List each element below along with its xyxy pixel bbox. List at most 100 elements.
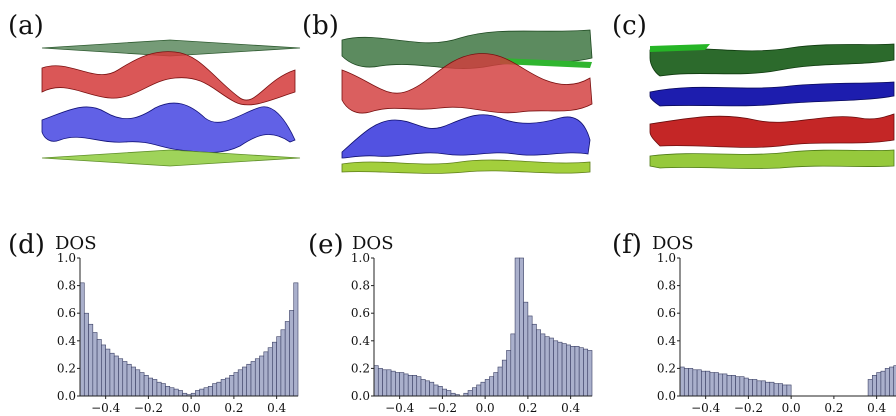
dos-bar [229, 374, 235, 397]
dos-bar [752, 379, 758, 397]
dos-bar [730, 374, 736, 397]
dos-bar [105, 348, 111, 397]
x-tick-label: 0.0 [476, 401, 495, 415]
dos-bar [527, 315, 533, 397]
y-tick-label: 0.8 [57, 279, 76, 293]
dos-bar [225, 377, 230, 397]
dos-bar [876, 372, 882, 397]
dos-bar [88, 323, 94, 397]
dos-bar [889, 366, 895, 397]
dos-bar [113, 355, 119, 397]
dos-bar [250, 361, 256, 397]
dos-bar [263, 351, 269, 397]
dos-bar [484, 379, 490, 397]
dos-bar [497, 366, 503, 397]
x-tick-label: −0.4 [385, 401, 415, 415]
dos-bar [722, 373, 728, 397]
panel-label-a: (a) [8, 11, 44, 41]
dos-bar [96, 339, 102, 397]
dos-bar [756, 380, 762, 397]
dos-bar [557, 341, 563, 397]
dos-bar [416, 376, 422, 397]
dos-bar [152, 379, 158, 397]
band-lime-c [649, 149, 895, 169]
x-tick-label: −0.2 [134, 401, 163, 415]
band-darkgreen-c [649, 43, 895, 77]
dos-bar [407, 374, 413, 397]
dos-bar [272, 341, 277, 397]
dos-bar [514, 257, 520, 397]
dos-bar [705, 370, 711, 397]
dos-bar [92, 332, 98, 397]
y-tick-label: 0.4 [657, 334, 676, 348]
dos-bar [544, 336, 550, 397]
y-tick-label: 0.4 [351, 334, 370, 348]
x-tick-label: −0.4 [691, 401, 721, 415]
dos-bar [867, 379, 873, 397]
dos-bar [195, 390, 200, 397]
dos-bar [284, 321, 290, 397]
panel-label-b: (b) [302, 11, 339, 41]
dos-bar [143, 374, 149, 397]
dos-bar [377, 368, 383, 397]
dos-bar [769, 381, 775, 397]
dos-bar [570, 346, 576, 397]
dos-bar [242, 366, 248, 397]
dos-bar [709, 372, 715, 397]
dos-bar [583, 348, 589, 397]
dos-bar [148, 377, 153, 397]
dos-bar [156, 381, 162, 397]
dos-bar [553, 340, 559, 397]
band-plot-b [341, 29, 593, 174]
dos-bar [467, 390, 473, 397]
dos-bar [276, 336, 282, 397]
dos-bar [548, 337, 554, 397]
dos-bar [267, 347, 273, 397]
dos-bar [696, 369, 702, 397]
x-tick-label: −0.2 [734, 401, 763, 415]
dos-bar [476, 384, 482, 397]
dos-bar [506, 350, 512, 397]
dos-bar [501, 359, 507, 397]
band-plot-a [41, 39, 301, 167]
dos-bar [399, 372, 405, 397]
band-bottom-flat-a [41, 149, 301, 167]
band-blue-a [41, 102, 296, 153]
dos-bar [713, 372, 719, 397]
y-tick-label: 0.8 [657, 279, 676, 293]
dos-bar [126, 363, 132, 397]
dos-bar [786, 384, 792, 397]
y-tick-label: 0.2 [657, 361, 676, 375]
x-tick-label: 0.2 [518, 401, 537, 415]
dos-bar [531, 323, 537, 397]
dos-bar [872, 374, 877, 397]
dos-bar [735, 376, 741, 397]
dos-bar [101, 344, 106, 397]
dos-bar [701, 370, 706, 397]
x-tick-label: 0.0 [782, 401, 801, 415]
dos-bar [739, 376, 745, 397]
x-tick-label: 0.4 [561, 401, 580, 415]
dos-bar [160, 383, 166, 397]
dos-bar [743, 377, 749, 397]
dos-bar [135, 369, 141, 397]
dos-bar [246, 363, 252, 397]
dos-bar [395, 372, 400, 397]
y-tick-label: 1.0 [657, 251, 676, 265]
dos-bar [424, 380, 430, 397]
dos-bar [433, 384, 439, 397]
panel-label-f: (f) [612, 230, 642, 260]
panel-label-e: (e) [308, 230, 344, 260]
y-tick-label: 0.0 [351, 389, 370, 403]
dos-bar [130, 366, 136, 397]
dos-bar [220, 379, 226, 397]
y-tick-label: 0.0 [657, 389, 676, 403]
dos-bar [203, 387, 209, 397]
dos-bar [480, 381, 486, 397]
dos-histogram-f: 0.0 0.2 0.4 0.6 0.8 1.0 −0.4 −0.2 0.0 0.2 0.4 [657, 251, 896, 415]
dos-bar [173, 388, 179, 397]
dos-bar [83, 312, 89, 397]
dos-bar [373, 365, 379, 397]
y-tick-label: 0.2 [57, 361, 76, 375]
